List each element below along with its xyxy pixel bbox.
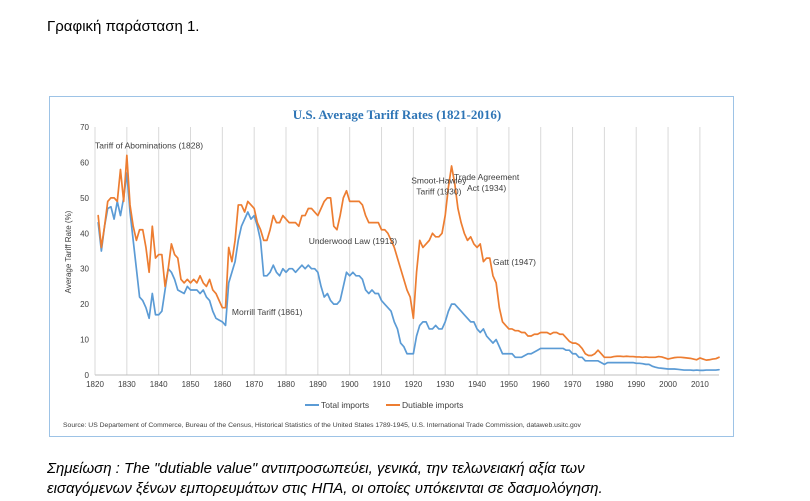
y-tick-label: 0 bbox=[85, 371, 90, 380]
x-tick-label: 1890 bbox=[309, 380, 327, 389]
note-line-2: εισαγόμενων ξένων εμπορευμάτων στις ΗΠΑ,… bbox=[47, 480, 603, 497]
source-note: Source: US Departement of Commerce, Bure… bbox=[63, 422, 582, 429]
x-tick-label: 1870 bbox=[245, 380, 263, 389]
x-tick-label: 1990 bbox=[627, 380, 645, 389]
legend-dutiable-label: Dutiable imports bbox=[402, 400, 463, 410]
annotation-label: Trade Agreement Act (1934) bbox=[454, 172, 520, 193]
series-line-dutiable-imports bbox=[97, 154, 720, 361]
y-tick-label: 60 bbox=[80, 158, 89, 167]
note: Σημείωση : The "dutiable value" αντιπροσ… bbox=[47, 459, 787, 499]
x-tick-label: 1930 bbox=[436, 380, 454, 389]
x-tick-label: 1840 bbox=[150, 380, 168, 389]
annotations: Tariff of Abominations (1828) Smoot-Hawle… bbox=[95, 140, 536, 317]
y-axis-label: Average Tariff Rate (%) bbox=[64, 210, 73, 293]
x-tick-label: 1970 bbox=[564, 380, 582, 389]
legend-total-label: Total imports bbox=[321, 400, 369, 410]
series-line-total-imports bbox=[97, 172, 720, 372]
annotation-label: Underwood Law (1913) bbox=[309, 236, 398, 246]
annotation-label: Morrill Tariff (1861) bbox=[232, 307, 303, 317]
gridlines bbox=[94, 127, 701, 375]
y-tick-label: 20 bbox=[80, 300, 89, 309]
annotation-label: Gatt (1947) bbox=[493, 257, 536, 267]
series-lines bbox=[97, 154, 720, 372]
x-tick-label: 1940 bbox=[468, 380, 486, 389]
note-line-1: Σημείωση : The "dutiable value" αντιπροσ… bbox=[47, 460, 585, 477]
x-tick-label: 1960 bbox=[532, 380, 550, 389]
annotation-label: Tariff of Abominations (1828) bbox=[95, 140, 203, 150]
y-tick-label: 70 bbox=[80, 123, 89, 132]
x-tick-label: 1980 bbox=[595, 380, 613, 389]
x-tick-label: 1920 bbox=[404, 380, 422, 389]
x-tick-label: 1820 bbox=[86, 380, 104, 389]
y-tick-label: 40 bbox=[80, 229, 89, 238]
x-tick-label: 1910 bbox=[373, 380, 391, 389]
annotation-label: Smoot-Hawley Tariff (1930) bbox=[411, 176, 467, 197]
x-tick-label: 1850 bbox=[182, 380, 200, 389]
x-tick-label: 1830 bbox=[118, 380, 136, 389]
legend: Total imports Dutiable imports bbox=[305, 400, 463, 410]
x-tick-label: 1950 bbox=[500, 380, 518, 389]
x-tick-label: 1860 bbox=[213, 380, 231, 389]
x-tick-label: 2010 bbox=[691, 380, 709, 389]
page-heading: Γραφική παράσταση 1. bbox=[47, 18, 200, 35]
x-tick-label: 1900 bbox=[341, 380, 359, 389]
y-tick-label: 50 bbox=[80, 194, 89, 203]
chart-title: U.S. Average Tariff Rates (1821-2016) bbox=[293, 107, 501, 122]
y-tick-label: 30 bbox=[80, 265, 89, 274]
x-tick-label: 2000 bbox=[659, 380, 677, 389]
x-tick-label: 1880 bbox=[277, 380, 295, 389]
y-tick-label: 10 bbox=[80, 336, 89, 345]
axes: 1820 1830 1840 1850 1860 1870 1880 1890 1900 1910… bbox=[80, 123, 719, 389]
